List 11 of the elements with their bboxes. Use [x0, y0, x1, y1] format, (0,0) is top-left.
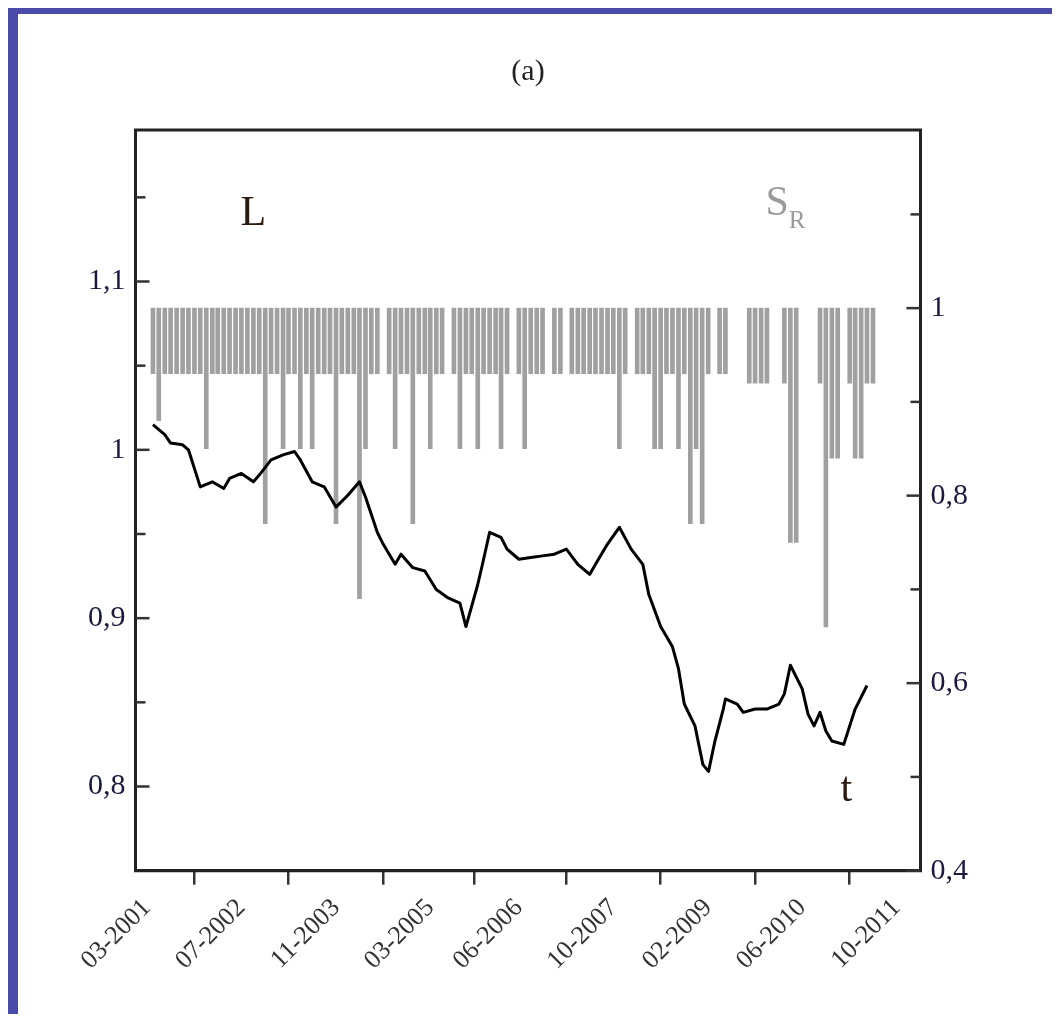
- y2-tick-label: 1: [930, 289, 946, 323]
- y-tick-label: 0,9: [88, 599, 126, 633]
- y-axis-title: L: [240, 188, 267, 234]
- y2-tick-label: 0,4: [930, 851, 968, 885]
- y2-tick-label: 0,6: [930, 664, 968, 698]
- y-tick-label: 1,1: [88, 262, 126, 296]
- y-tick-label: 1: [110, 430, 126, 464]
- x-axis-title: t: [840, 763, 853, 810]
- y2-tick-label: 0,8: [930, 476, 968, 510]
- chart-title: (a): [511, 52, 545, 87]
- y-tick-label: 0,8: [88, 767, 126, 801]
